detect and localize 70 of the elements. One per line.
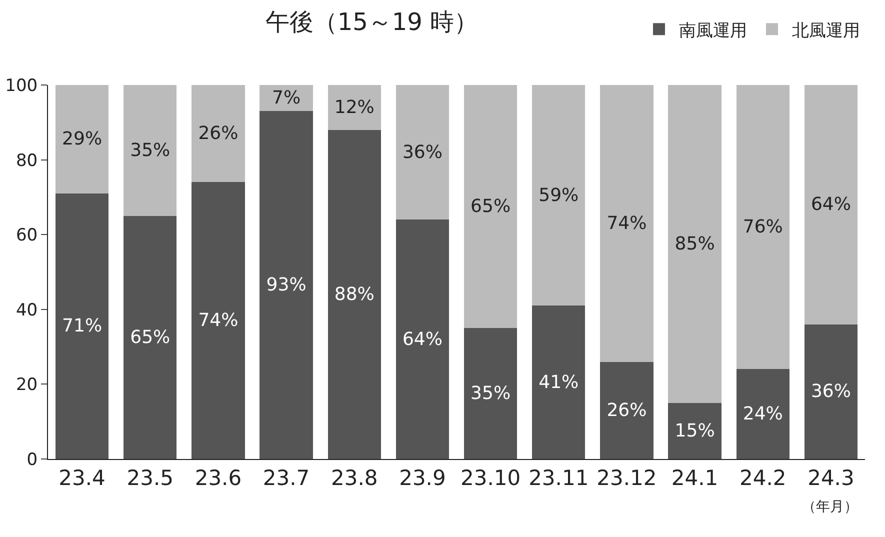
y-tick-label: 60 bbox=[16, 226, 38, 246]
x-tick-label: 23.9 bbox=[399, 466, 446, 490]
data-label: 71% bbox=[62, 316, 102, 337]
y-tick-label: 100 bbox=[5, 76, 38, 96]
data-label: 65% bbox=[470, 196, 511, 218]
data-label: 41% bbox=[538, 372, 579, 393]
bar bbox=[328, 85, 381, 130]
bar bbox=[396, 85, 450, 220]
data-label: 85% bbox=[674, 233, 715, 254]
data-label: 64% bbox=[402, 328, 442, 350]
data-label: 74% bbox=[198, 310, 238, 332]
bar bbox=[736, 85, 790, 370]
y-tick-label: 0 bbox=[26, 450, 38, 470]
bar bbox=[804, 324, 858, 459]
bar bbox=[668, 85, 722, 403]
data-label: 65% bbox=[130, 326, 170, 348]
bar bbox=[600, 85, 654, 362]
data-label: 29% bbox=[62, 128, 102, 150]
bar bbox=[260, 85, 313, 112]
bar bbox=[736, 369, 790, 459]
x-tick-label: 23.7 bbox=[262, 466, 310, 490]
bar bbox=[532, 85, 586, 306]
data-label: 88% bbox=[334, 284, 374, 305]
x-axis-title: （年月） bbox=[802, 499, 858, 515]
bar bbox=[124, 85, 177, 216]
bar bbox=[600, 362, 654, 459]
data-label: 35% bbox=[130, 140, 170, 161]
data-label: 36% bbox=[810, 381, 851, 402]
bar bbox=[396, 220, 450, 459]
bar bbox=[192, 85, 245, 182]
y-tick-label: 20 bbox=[16, 375, 38, 396]
data-label: 35% bbox=[470, 383, 511, 404]
bar bbox=[328, 130, 381, 459]
x-tick-label: 24.2 bbox=[739, 466, 786, 490]
data-label: 15% bbox=[674, 420, 715, 442]
data-label: 7% bbox=[272, 88, 301, 109]
data-label: 24% bbox=[742, 404, 783, 425]
x-tick-label: 24.3 bbox=[808, 466, 854, 490]
x-tick-label: 23.12 bbox=[596, 466, 657, 490]
data-label: 26% bbox=[606, 400, 647, 421]
y-tick-label: 80 bbox=[16, 150, 38, 171]
y-tick-label: 40 bbox=[16, 300, 38, 320]
x-tick-label: 23.11 bbox=[528, 466, 589, 490]
data-label: 36% bbox=[402, 142, 442, 163]
data-label: 12% bbox=[334, 96, 374, 118]
x-tick-label: 23.10 bbox=[460, 466, 521, 490]
bar bbox=[55, 193, 109, 459]
legend-label: 南風運用 bbox=[679, 20, 747, 41]
data-label: 74% bbox=[606, 212, 647, 234]
x-tick-label: 23.8 bbox=[330, 466, 378, 490]
bar bbox=[668, 402, 722, 459]
data-label: 64% bbox=[810, 194, 851, 216]
x-tick-label: 23.4 bbox=[58, 466, 106, 490]
data-label: 76% bbox=[742, 216, 783, 238]
x-tick-label: 23.5 bbox=[126, 466, 174, 490]
bar bbox=[532, 306, 586, 459]
bar bbox=[464, 85, 518, 328]
x-tick-label: 23.6 bbox=[194, 466, 242, 490]
x-tick-label: 24.1 bbox=[671, 466, 718, 490]
bar bbox=[124, 216, 177, 459]
bar bbox=[804, 85, 858, 324]
bar bbox=[260, 111, 313, 459]
data-label: 26% bbox=[198, 123, 238, 144]
data-label: 59% bbox=[538, 184, 579, 206]
legend-label: 北風運用 bbox=[792, 20, 860, 41]
chart-title: 午後（15～19 時） bbox=[265, 8, 478, 36]
bar bbox=[192, 182, 245, 459]
bar bbox=[55, 85, 109, 194]
bar bbox=[464, 328, 518, 459]
data-label: 93% bbox=[266, 274, 306, 296]
